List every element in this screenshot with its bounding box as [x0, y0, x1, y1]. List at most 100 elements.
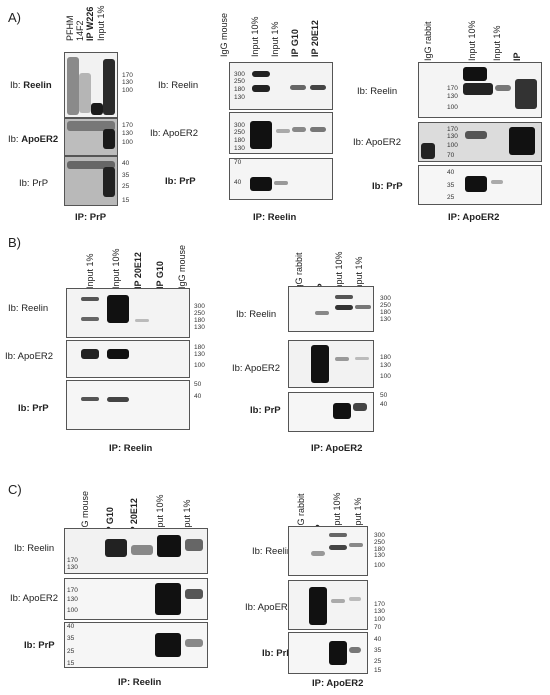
mw-marker: 40: [447, 169, 455, 176]
mw-marker: 70: [374, 624, 382, 631]
mw-marker: 170: [447, 126, 458, 133]
blot-a-left-reelin: [64, 52, 118, 118]
mw-marker: 300: [234, 71, 245, 78]
blot-a-left-apoer2: [64, 118, 118, 156]
mw-marker: 100: [447, 142, 458, 149]
mw-marker: 50: [380, 392, 388, 399]
blot-c-left-apoer2: [64, 578, 208, 620]
ib-label: Ib: PrP: [250, 405, 281, 416]
ib-label: Ib: ApoER2: [353, 137, 402, 148]
blot-c-right-reelin: [288, 526, 368, 576]
mw-marker: 100: [67, 607, 78, 614]
lane-label: IP G10: [155, 261, 165, 289]
mw-marker: 35: [374, 647, 382, 654]
ip-label: IP: PrP: [75, 212, 107, 223]
blot-c-left-reelin: [64, 528, 208, 574]
ib-label: Ib: ApoER2: [245, 602, 294, 613]
mw-marker: 170: [122, 122, 133, 129]
mw-marker: 130: [447, 133, 458, 140]
mw-marker: 180: [194, 317, 205, 324]
mw-marker: 40: [374, 636, 382, 643]
mw-marker: 130: [380, 362, 391, 369]
mw-marker: 15: [67, 660, 75, 667]
mw-marker: 170: [374, 601, 385, 608]
blot-c-right-prp: [288, 632, 368, 674]
blot-a-mid-reelin: [229, 62, 333, 110]
mw-marker: 250: [194, 310, 205, 317]
mw-marker: 130: [67, 564, 78, 571]
ip-label: IP: Reelin: [109, 443, 153, 454]
ib-label: Ib: Reelin: [10, 80, 52, 91]
lane-label: Input 1%: [85, 253, 95, 289]
ib-label: Ib: PrP: [19, 178, 49, 189]
mw-marker: 100: [447, 104, 458, 111]
lane-label: IgG mouse: [219, 12, 229, 57]
blot-a-right-apoer2: [418, 122, 542, 162]
blot-c-right-apoer2: [288, 580, 368, 630]
blot-b-left-apoer2: [66, 340, 190, 378]
mw-marker: 25: [374, 658, 382, 665]
mw-marker: 180: [194, 344, 205, 351]
mw-marker: 130: [122, 79, 133, 86]
ib-label: Ib: PrP: [18, 403, 49, 414]
mw-marker: 180: [234, 86, 245, 93]
mw-marker: 25: [67, 648, 75, 655]
mw-marker: 40: [122, 160, 130, 167]
mw-marker: 35: [447, 182, 455, 189]
ib-label: Ib: ApoER2: [5, 351, 54, 362]
lane-label: Input 10%: [467, 20, 477, 61]
mw-marker: 40: [234, 179, 242, 186]
ib-label: Ib: PrP: [372, 181, 403, 192]
mw-marker: 300: [234, 122, 245, 129]
ip-label: IP: ApoER2: [448, 212, 500, 223]
mw-marker: 70: [447, 152, 455, 159]
mw-marker: 180: [374, 546, 385, 553]
ib-label: Ib: PrP: [262, 648, 293, 659]
mw-marker: 170: [122, 72, 133, 79]
mw-marker: 35: [122, 172, 130, 179]
mw-marker: 70: [234, 159, 242, 166]
mw-marker: 130: [234, 94, 245, 101]
lane-label: IP W226: [85, 6, 95, 41]
panel-c-letter: C): [8, 482, 22, 497]
mw-marker: 130: [374, 552, 385, 559]
mw-marker: 50: [194, 381, 202, 388]
ib-label: Ib: PrP: [165, 176, 196, 187]
ib-label: Ib: ApoER2: [10, 593, 59, 604]
mw-marker: 100: [122, 87, 133, 94]
ip-label: IP: Reelin: [118, 677, 162, 688]
ip-label: IP: ApoER2: [312, 678, 364, 689]
lane-label: Input 1%: [492, 25, 502, 61]
mw-marker: 100: [122, 139, 133, 146]
mw-marker: 130: [194, 351, 205, 358]
mw-marker: 130: [234, 145, 245, 152]
mw-marker: 250: [234, 129, 245, 136]
mw-marker: 130: [380, 316, 391, 323]
ib-label: Ib: Reelin: [252, 546, 293, 557]
mw-marker: 15: [374, 667, 382, 674]
blot-a-right-prp: [418, 165, 542, 205]
lane-label: IgG rabbit: [423, 21, 433, 61]
mw-marker: 300: [380, 295, 391, 302]
lane-label: PFHM: [65, 15, 75, 42]
mw-marker: 40: [67, 623, 75, 630]
mw-marker: 40: [380, 401, 388, 408]
ib-label: Ib: Reelin: [8, 303, 49, 314]
ib-label: Ib: Reelin: [158, 80, 199, 91]
blot-b-left-reelin: [66, 288, 190, 338]
mw-marker: 130: [447, 93, 458, 100]
blot-a-mid-prp: [229, 158, 333, 200]
blot-a-left-prp: [64, 156, 118, 206]
mw-marker: 100: [194, 362, 205, 369]
mw-marker: 100: [374, 616, 385, 623]
lane-label: IP G10: [290, 29, 300, 57]
mw-marker: 100: [380, 373, 391, 380]
mw-marker: 25: [447, 194, 455, 201]
mw-marker: 130: [67, 596, 78, 603]
blot-b-left-prp: [66, 380, 190, 430]
mw-marker: 250: [380, 302, 391, 309]
lane-label: IP 20E12: [133, 252, 143, 289]
ib-label: Ib: ApoER2: [232, 363, 281, 374]
ib-label: Ib: ApoER2: [150, 128, 199, 139]
ib-label: Ib: ApoER2: [8, 134, 59, 145]
